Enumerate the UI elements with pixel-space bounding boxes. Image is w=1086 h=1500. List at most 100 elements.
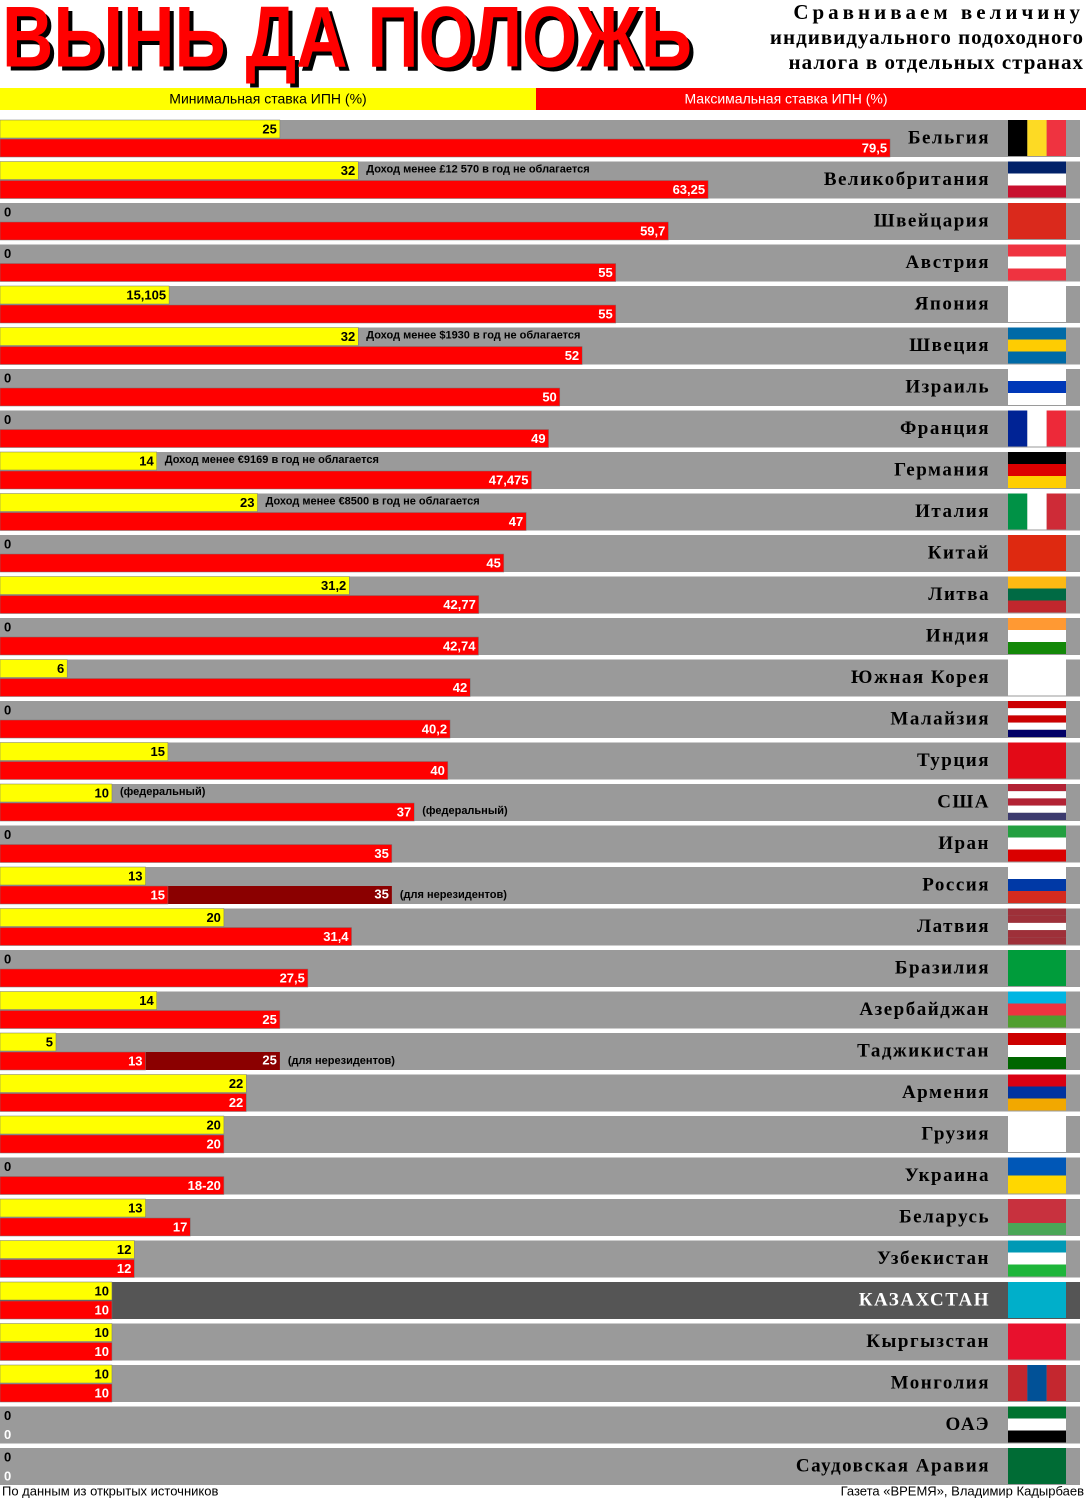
value-label: 10 [94, 1283, 108, 1298]
flag-stripe [1008, 630, 1066, 642]
flag-stripe [1027, 493, 1047, 530]
value-label: 47,475 [489, 472, 529, 487]
country-label: США [937, 791, 990, 812]
value-label: 63,25 [673, 182, 706, 197]
value-label: 22 [229, 1095, 243, 1110]
bar [0, 138, 891, 158]
bar [0, 1134, 225, 1154]
country-label: Азербайджан [859, 999, 990, 1020]
flag-stripe [1008, 1015, 1066, 1028]
flag-stripe [1008, 1448, 1066, 1484]
legend-swatch [0, 88, 536, 110]
value-label: 0 [4, 1449, 11, 1464]
value-label: 10 [94, 1302, 108, 1317]
flag-stripe [1008, 659, 1066, 696]
bar [0, 221, 669, 241]
flag-stripe [1008, 791, 1066, 799]
bar [0, 429, 549, 448]
flag-stripe [1008, 256, 1066, 269]
bar [0, 595, 480, 614]
flag-stripe [1008, 576, 1066, 589]
value-label: 5 [46, 1034, 53, 1049]
value-label: 15 [150, 887, 164, 902]
country-label: Беларусь [899, 1206, 990, 1227]
legend-label: Минимальная ставка ИПН (%) [169, 91, 366, 107]
value-label: 0 [4, 370, 11, 385]
value-label: 20 [206, 1136, 220, 1151]
value-label: 0 [4, 1408, 11, 1423]
bar [0, 451, 157, 471]
subtitle-line: индивидуального подоходного [770, 25, 1084, 49]
country-label: Италия [915, 501, 990, 522]
flag-stripe [1027, 410, 1047, 447]
flag-stripe [1008, 1157, 1066, 1176]
value-label: 32 [341, 163, 355, 178]
country-label: Турция [917, 750, 990, 771]
value-label: 40 [430, 763, 444, 778]
flag-stripe [1046, 120, 1066, 156]
flag-stripe [1008, 381, 1066, 393]
note: (федеральный) [120, 786, 206, 798]
bar [0, 1281, 113, 1301]
row-band [0, 1365, 1080, 1402]
value-label: 40,2 [422, 721, 447, 736]
country-label: Монголия [891, 1372, 990, 1393]
flag-stripe [1008, 642, 1066, 654]
value-label: 35 [374, 886, 388, 901]
flag-stripe [1008, 1211, 1066, 1223]
country-label: КАЗАХСТАН [859, 1289, 990, 1310]
value-label: 0 [4, 1159, 11, 1174]
legend-label: Максимальная ставка ИПН (%) [684, 91, 887, 107]
country-label: Бельгия [908, 127, 990, 148]
bar [0, 1342, 113, 1361]
bar [0, 387, 561, 407]
bar [0, 1093, 247, 1112]
value-label: 25 [262, 121, 276, 136]
bar [0, 885, 169, 905]
note: (для нерезидентов) [400, 889, 507, 901]
country-label: Франция [900, 418, 990, 439]
bar [0, 866, 146, 886]
value-label: 0 [4, 204, 11, 219]
chart-title: ВЫНЬ ДА ПОЛОЖЬ [2, 0, 692, 86]
value-label: 42,74 [443, 638, 476, 653]
flag-stripe [1008, 1406, 1066, 1419]
flag-stripe [1008, 1365, 1028, 1401]
value-label: 31,4 [323, 929, 349, 944]
flag-stripe [1046, 1365, 1066, 1401]
flag-stripe [1008, 244, 1066, 257]
country-label: Россия [922, 874, 990, 895]
value-label: 12 [117, 1261, 131, 1276]
bar [0, 1364, 113, 1384]
flag-stripe [1008, 452, 1066, 464]
bar [0, 1032, 57, 1052]
flag-stripe [1008, 618, 1066, 630]
bar [0, 968, 309, 988]
flag-stripe [1008, 1003, 1066, 1016]
flag-stripe [1008, 161, 1066, 174]
value-label: 31,2 [321, 578, 346, 593]
flag-stripe [1008, 729, 1066, 737]
note: Доход менее €9169 в год не облагается [165, 454, 379, 466]
value-label: 10 [94, 1344, 108, 1359]
flag-stripe [1008, 784, 1066, 792]
flag-stripe [1008, 812, 1066, 820]
country-label: Узбекистан [877, 1248, 990, 1269]
bar [0, 1010, 281, 1029]
bar [0, 285, 170, 305]
value-label: 42 [453, 680, 467, 695]
bar [0, 1323, 113, 1342]
bar [0, 512, 527, 531]
value-label: 22 [229, 1076, 243, 1091]
flag-stripe [1027, 1365, 1047, 1401]
row-band [0, 1323, 1080, 1361]
flag-stripe [1008, 588, 1066, 601]
flag-stripe [1008, 1033, 1066, 1045]
flag-stripe [1008, 805, 1066, 813]
value-label: 52 [565, 348, 579, 363]
value-label: 32 [341, 329, 355, 344]
flag-stripe [1008, 1116, 1066, 1152]
value-label: 27,5 [280, 970, 305, 985]
flag-stripe [1008, 393, 1066, 405]
bar [0, 1074, 247, 1093]
